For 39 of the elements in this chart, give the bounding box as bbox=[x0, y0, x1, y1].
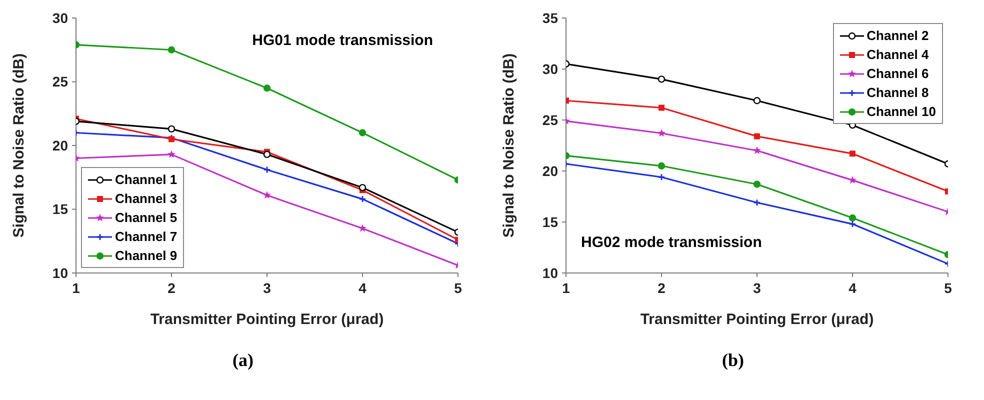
y-axis-title: Signal to Noise Ratio (dB) bbox=[10, 53, 28, 238]
x-tick-label: 5 bbox=[944, 280, 952, 296]
x-axis-title: Transmitter Pointing Error (μrad) bbox=[640, 311, 874, 328]
legend-label: Channel 6 bbox=[866, 65, 929, 83]
x-tick-label: 3 bbox=[263, 280, 272, 296]
text: (a) bbox=[232, 350, 254, 371]
x-tick-label: 2 bbox=[658, 280, 666, 296]
y-tick-label: 25 bbox=[542, 112, 558, 128]
x-tick-label: 3 bbox=[753, 280, 762, 296]
y-tick-label: 20 bbox=[52, 137, 68, 154]
y-tick-label: 15 bbox=[542, 214, 558, 230]
y-tick-label: 30 bbox=[542, 60, 558, 77]
x-tick-label: 4 bbox=[848, 280, 857, 296]
legend-label: Channel 2 bbox=[866, 27, 929, 45]
text: HG01 mode transmission bbox=[252, 32, 433, 49]
x-tick-label: 5 bbox=[454, 280, 462, 296]
legend-label: Channel 5 bbox=[115, 209, 178, 227]
legend-label: Channel 3 bbox=[115, 190, 178, 208]
y-tick-label: 20 bbox=[542, 162, 558, 179]
y-tick-label: 35 bbox=[542, 10, 558, 26]
legend-label: Channel 10 bbox=[866, 103, 936, 121]
legend-label: Channel 7 bbox=[115, 228, 178, 246]
legend-label: Channel 1 bbox=[115, 171, 178, 189]
legend-label: Channel 4 bbox=[866, 46, 929, 64]
text: (b) bbox=[721, 350, 745, 371]
legend-label: Channel 8 bbox=[866, 84, 929, 102]
x-tick-label: 2 bbox=[168, 280, 176, 296]
x-tick-label: 1 bbox=[562, 280, 570, 296]
y-tick-label: 10 bbox=[52, 264, 68, 281]
x-axis-title: Transmitter Pointing Error (μrad) bbox=[150, 311, 384, 328]
y-tick-label: 25 bbox=[52, 74, 68, 90]
y-tick-label: 10 bbox=[542, 264, 558, 281]
text: HG02 mode transmission bbox=[581, 234, 762, 251]
y-axis-title: Signal to Noise Ratio (dB) bbox=[500, 53, 518, 238]
y-tick-label: 15 bbox=[52, 201, 68, 218]
legend-label: Channel 9 bbox=[115, 247, 178, 265]
x-tick-label: 4 bbox=[358, 280, 367, 296]
y-tick-label: 30 bbox=[52, 10, 68, 26]
x-tick-label: 1 bbox=[72, 280, 80, 296]
